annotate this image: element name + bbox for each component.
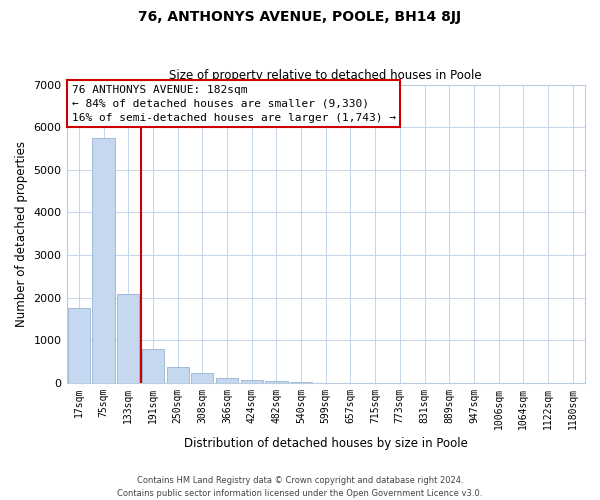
Bar	[92, 138, 115, 382]
Bar	[167, 366, 189, 382]
Text: 76, ANTHONYS AVENUE, POOLE, BH14 8JJ: 76, ANTHONYS AVENUE, POOLE, BH14 8JJ	[139, 10, 461, 24]
Bar	[216, 378, 238, 382]
Title: Size of property relative to detached houses in Poole: Size of property relative to detached ho…	[169, 69, 482, 82]
Text: 76 ANTHONYS AVENUE: 182sqm
← 84% of detached houses are smaller (9,330)
16% of s: 76 ANTHONYS AVENUE: 182sqm ← 84% of deta…	[72, 84, 396, 122]
Bar	[241, 380, 263, 382]
X-axis label: Distribution of detached houses by size in Poole: Distribution of detached houses by size …	[184, 437, 468, 450]
Y-axis label: Number of detached properties: Number of detached properties	[15, 140, 28, 326]
Bar	[191, 373, 214, 382]
Bar	[142, 348, 164, 382]
Bar	[117, 294, 139, 382]
Bar	[68, 308, 90, 382]
Text: Contains HM Land Registry data © Crown copyright and database right 2024.
Contai: Contains HM Land Registry data © Crown c…	[118, 476, 482, 498]
